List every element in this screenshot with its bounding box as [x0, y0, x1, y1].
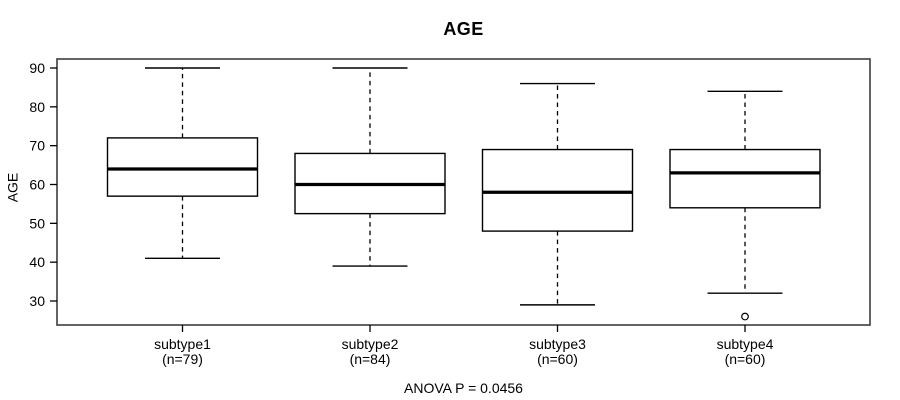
y-tick-label: 80: [29, 99, 45, 115]
y-tick-label: 90: [29, 60, 45, 76]
plot-frame: [56, 58, 871, 326]
x-category-sublabel: (n=79): [162, 351, 203, 367]
box-subtype3: [481, 148, 634, 232]
y-tick-label: 70: [29, 138, 45, 154]
anova-annotation: ANOVA P = 0.0456: [404, 380, 523, 396]
x-category-label: subtype3: [529, 336, 586, 352]
y-tick-label: 30: [29, 293, 45, 309]
x-category-sublabel: (n=60): [725, 351, 766, 367]
x-category-label: subtype4: [717, 336, 774, 352]
y-tick-label: 60: [29, 177, 45, 193]
y-tick-label: 40: [29, 254, 45, 270]
x-category-sublabel: (n=60): [537, 351, 578, 367]
x-category-sublabel: (n=84): [350, 351, 391, 367]
x-category-label: subtype1: [154, 336, 211, 352]
box-subtype4: [669, 148, 821, 209]
y-tick-label: 50: [29, 215, 45, 231]
chart-title: AGE: [443, 19, 484, 39]
outlier-subtype4: [741, 312, 749, 321]
x-category-label: subtype2: [342, 336, 399, 352]
box-subtype1: [106, 137, 259, 197]
